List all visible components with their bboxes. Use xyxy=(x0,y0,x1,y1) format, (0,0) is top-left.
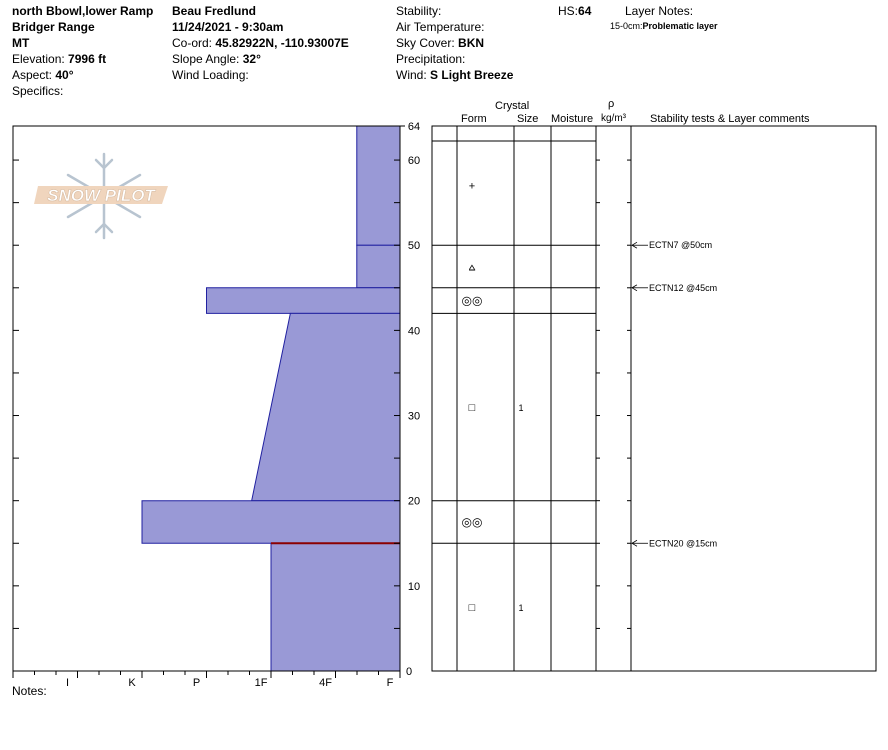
y-tick-label: 40 xyxy=(408,325,420,337)
elevation-label: Elevation: xyxy=(12,52,65,66)
layer-note-text: Problematic layer xyxy=(642,21,718,31)
slope-label: Slope Angle: xyxy=(172,52,240,66)
observation-datetime: 11/24/2021 - 9:30am xyxy=(172,20,284,34)
aspect-value: 40° xyxy=(55,68,74,82)
state: MT xyxy=(12,36,30,50)
wind-value: S Light Breeze xyxy=(430,68,514,82)
x-tick-label: 4F xyxy=(319,677,332,689)
air-temp-label: Air Temperature: xyxy=(396,20,485,34)
observer-name: Beau Fredlund xyxy=(172,4,257,18)
header-size: Size xyxy=(517,113,538,125)
x-tick-label: P xyxy=(193,677,200,689)
hardness-layer xyxy=(356,125,401,246)
header-moisture: Moisture xyxy=(551,113,593,125)
y-tick-label: 20 xyxy=(408,496,420,508)
y-tick-label: 60 xyxy=(408,155,420,167)
x-tick-label: I xyxy=(66,677,69,689)
y-tick-label: 50 xyxy=(408,240,420,252)
precipitation-label: Precipitation: xyxy=(396,52,466,66)
test-arrow-head xyxy=(631,241,638,249)
header-weather-block: Stability: Air Temperature: Sky Cover: B… xyxy=(396,3,513,83)
header-crystal: Crystal xyxy=(495,100,529,112)
elevation-value: 7996 ft xyxy=(68,52,107,66)
crystal-size: 1 xyxy=(518,403,523,413)
header-form: Form xyxy=(461,113,487,125)
layer-note: 15-0cm:Problematic layer xyxy=(610,21,718,31)
hardness-layer xyxy=(356,244,401,289)
wind-loading-label: Wind Loading: xyxy=(172,68,249,82)
hs-value: 64 xyxy=(578,4,592,18)
layer-table-frame xyxy=(431,125,877,672)
test-arrow-head xyxy=(631,284,638,292)
layer-note-range: 15-0cm: xyxy=(610,21,643,31)
snow-height: HS:64 xyxy=(558,3,591,19)
notes-label: Notes: xyxy=(12,684,47,698)
y-tick-label: 30 xyxy=(408,411,420,423)
y-tick-label: 64 xyxy=(408,121,420,133)
hardness-layer xyxy=(206,287,401,314)
x-tick-label: 1F xyxy=(255,677,268,689)
crystal-form-symbol: ⩟ xyxy=(469,262,476,274)
hardness-layer xyxy=(141,500,401,544)
test-arrow-head xyxy=(631,539,638,547)
coord-label: Co-ord: xyxy=(172,36,213,50)
stability-test-label: ECTN20 @15cm xyxy=(649,538,717,548)
crystal-form-symbol: □ xyxy=(469,602,476,614)
crystal-form-symbol: ◎◎ xyxy=(462,294,483,308)
stability-test-label: ECTN12 @45cm xyxy=(649,283,717,293)
y-tick-label: 0 xyxy=(406,666,412,678)
coord-value: 45.82922N, -110.93007E xyxy=(215,36,349,50)
hardness-layer xyxy=(270,542,401,672)
wind-label: Wind: xyxy=(396,68,427,82)
layer-notes-label: Layer Notes: xyxy=(625,4,694,18)
hs-label: HS: xyxy=(558,4,579,18)
crystal-form-symbol: + xyxy=(469,181,475,193)
stability-test-label: ECTN7 @50cm xyxy=(649,240,712,250)
crystal-form-symbol: ◎◎ xyxy=(462,515,483,529)
x-tick-label: K xyxy=(128,677,136,689)
mountain-range: Bridger Range xyxy=(12,20,95,34)
header-density-symbol: ρ xyxy=(608,98,614,110)
snowpilot-logo: SNOW PILOT xyxy=(34,152,168,240)
header-density-unit: kg/m³ xyxy=(601,113,627,124)
aspect-label: Aspect: xyxy=(12,68,53,82)
header-location-block: north Bbowl,lower Ramp Bridger Range MT … xyxy=(12,3,153,99)
specifics-label: Specifics: xyxy=(12,84,64,98)
x-tick-label: F xyxy=(387,677,394,689)
slope-value: 32° xyxy=(242,52,261,66)
header-comments: Stability tests & Layer comments xyxy=(650,113,810,125)
crystal-form-symbol: □ xyxy=(469,402,476,414)
sky-cover-value: BKN xyxy=(458,36,485,50)
crystal-size: 1 xyxy=(518,603,523,613)
y-tick-label: 10 xyxy=(408,581,420,593)
location-name: north Bbowl,lower Ramp xyxy=(12,4,154,18)
stability-label: Stability: xyxy=(396,4,442,18)
logo-text: SNOW PILOT xyxy=(47,186,156,205)
sky-cover-label: Sky Cover: xyxy=(396,36,455,50)
header-observer-block: Beau Fredlund 11/24/2021 - 9:30am Co-ord… xyxy=(172,3,349,83)
hardness-layer xyxy=(251,312,401,502)
